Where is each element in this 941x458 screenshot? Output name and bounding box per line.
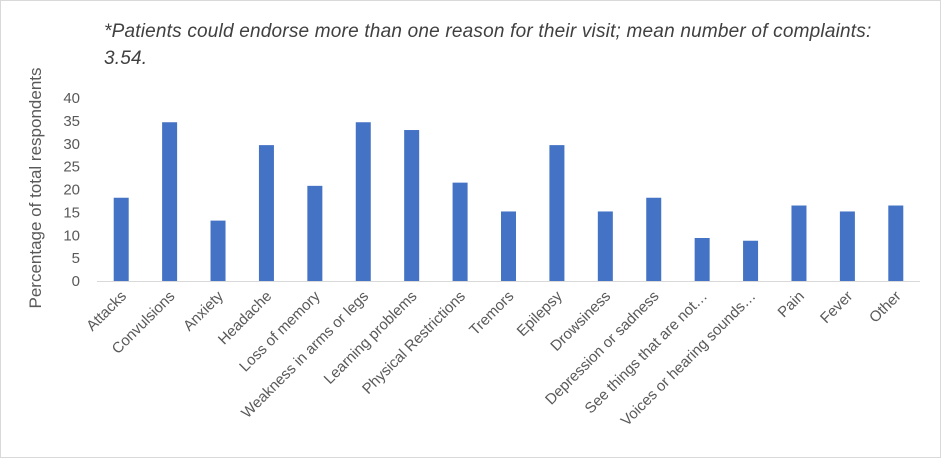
- bar: [791, 205, 807, 281]
- bar: [694, 237, 710, 281]
- y-tick-label: 25: [63, 159, 80, 176]
- y-tick-label: 40: [63, 90, 80, 107]
- x-tick-label: Attacks: [83, 288, 130, 335]
- bar: [597, 211, 613, 281]
- bar: [839, 211, 855, 281]
- bar: [646, 197, 662, 281]
- chart-note: *Patients could endorse more than one re…: [104, 21, 872, 69]
- bar: [355, 122, 371, 281]
- bar: [258, 145, 274, 281]
- bar: [549, 145, 565, 281]
- y-tick-label: 0: [72, 273, 80, 290]
- bar: [307, 185, 323, 281]
- bar: [210, 220, 226, 281]
- y-tick-label: 5: [72, 250, 80, 267]
- bar: [888, 205, 904, 281]
- x-tick-label: Pain: [775, 288, 808, 321]
- y-tick-label: 10: [63, 227, 80, 244]
- y-tick-label: 15: [63, 204, 80, 221]
- bar: [162, 122, 178, 281]
- bar: [501, 211, 516, 281]
- bar: [404, 130, 420, 281]
- bar: [743, 240, 759, 281]
- x-tick-label: Learning problems: [321, 288, 421, 388]
- y-axis-title: Percentage of total respondents: [26, 68, 45, 309]
- y-tick-label: 20: [63, 182, 80, 199]
- y-tick-label: 30: [63, 136, 80, 153]
- bar: [113, 197, 129, 281]
- x-tick-label: Anxiety: [180, 287, 227, 334]
- x-tick-label: Fever: [817, 288, 856, 327]
- x-tick-label: Other: [866, 288, 905, 327]
- bar: [452, 182, 468, 281]
- y-tick-label: 35: [63, 113, 80, 130]
- x-tick-label: Tremors: [466, 288, 517, 339]
